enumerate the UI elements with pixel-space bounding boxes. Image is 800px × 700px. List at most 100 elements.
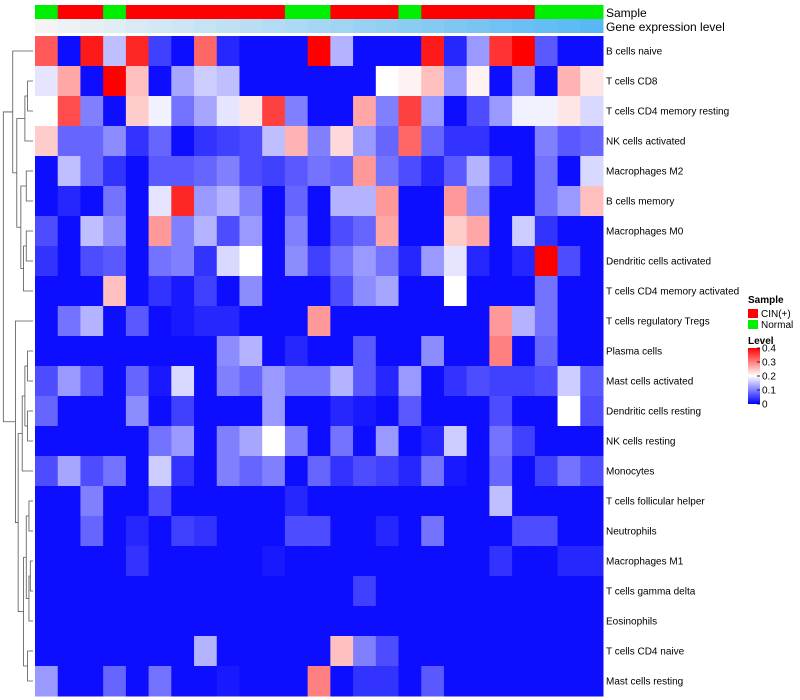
row-label: B cells memory	[606, 197, 674, 208]
heatmap-cell	[262, 156, 286, 187]
dendrogram-branch	[28, 500, 33, 532]
heatmap-cell	[353, 366, 377, 397]
sample-annotation-cell	[353, 5, 377, 19]
heatmap-cell	[307, 186, 331, 217]
heatmap-cell	[421, 186, 445, 217]
heatmap-cell	[35, 66, 59, 97]
heatmap-cell	[375, 156, 400, 187]
heatmap-cell	[557, 576, 581, 607]
heatmap-cell	[216, 216, 240, 247]
heatmap-cell	[512, 306, 536, 337]
legend-tick-label: 0.2	[762, 372, 776, 383]
heatmap-cell	[580, 366, 604, 397]
heatmap-cell	[421, 516, 445, 547]
heatmap-cell	[125, 396, 150, 427]
heatmap-cell	[125, 96, 150, 127]
heatmap-cell	[216, 336, 240, 367]
heatmap-cell	[330, 126, 354, 157]
heatmap-cell	[353, 516, 377, 547]
row-label: Dendritic cells resting	[606, 407, 701, 418]
expression-annotation-cell	[284, 19, 309, 33]
heatmap-cell	[194, 246, 218, 277]
heatmap-cell	[330, 606, 354, 637]
heatmap-cell	[194, 336, 218, 367]
heatmap-cell	[216, 246, 240, 277]
heatmap-cell	[216, 96, 240, 127]
heatmap-cell	[398, 486, 422, 517]
heatmap-cell	[35, 636, 59, 667]
heatmap-cell	[353, 276, 377, 307]
heatmap-cell	[398, 186, 422, 217]
heatmap-cell	[443, 96, 468, 127]
heatmap-cell	[443, 126, 468, 157]
heatmap-cell	[443, 666, 468, 697]
heatmap-cell	[489, 276, 513, 307]
legend-tick-label: 0.3	[762, 358, 776, 369]
dendrogram-branch	[17, 433, 24, 613]
heatmap-cell	[125, 426, 150, 457]
heatmap-cell	[171, 396, 195, 427]
heatmap-cell	[239, 426, 263, 457]
heatmap-cell	[125, 486, 150, 517]
expression-annotation-cell	[262, 19, 286, 33]
heatmap-cell	[171, 636, 195, 667]
heatmap-cell	[171, 66, 195, 97]
sample-annotation-cell	[512, 5, 536, 19]
heatmap-cell	[216, 66, 240, 97]
heatmap-cell	[534, 306, 559, 337]
row-label: Mast cells resting	[606, 677, 683, 688]
row-label: T cells follicular helper	[606, 497, 705, 508]
sample-annotation-cell	[57, 5, 81, 19]
heatmap-cell	[398, 516, 422, 547]
heatmap-cell	[512, 486, 536, 517]
heatmap-cell	[307, 36, 331, 67]
heatmap-cell	[489, 96, 513, 127]
heatmap-cell	[216, 426, 240, 457]
heatmap-cell	[489, 66, 513, 97]
heatmap-cell	[216, 396, 240, 427]
heatmap-cell	[125, 576, 150, 607]
heatmap-cell	[398, 306, 422, 337]
heatmap-cell	[512, 126, 536, 157]
expression-annotation-cell	[557, 19, 581, 33]
heatmap-cell	[398, 456, 422, 487]
heatmap-cell	[353, 186, 377, 217]
heatmap-cell	[284, 606, 309, 637]
heatmap-cell	[353, 636, 377, 667]
heatmap-cell	[171, 546, 195, 577]
heatmap-cell	[307, 126, 331, 157]
heatmap-cell	[80, 396, 104, 427]
heatmap-cell	[171, 516, 195, 547]
heatmap-cell	[57, 576, 81, 607]
heatmap-cell	[57, 336, 81, 367]
heatmap-cell	[353, 216, 377, 247]
heatmap-cell	[194, 396, 218, 427]
heatmap-cell	[148, 246, 172, 277]
heatmap-cell	[512, 426, 536, 457]
heatmap-cell	[557, 246, 581, 277]
expression-annotation-cell	[330, 19, 354, 33]
heatmap-cell	[284, 246, 309, 277]
sample-annotation-cell	[103, 5, 127, 19]
heatmap-cell	[148, 576, 172, 607]
heatmap-cell	[216, 486, 240, 517]
heatmap-cell	[353, 246, 377, 277]
heatmap-cell	[216, 126, 240, 157]
heatmap-cell	[489, 546, 513, 577]
heatmap-cell	[239, 666, 263, 697]
heatmap-cell	[148, 396, 172, 427]
heatmap-cell	[398, 636, 422, 667]
heatmap-cell	[262, 96, 286, 127]
dendrogram-branch	[25, 170, 33, 202]
expression-annotation-cell	[443, 19, 468, 33]
heatmap-cell	[375, 606, 400, 637]
heatmap-cell	[330, 306, 354, 337]
heatmap-cell	[194, 96, 218, 127]
heatmap-cell	[239, 306, 263, 337]
heatmap-cell	[125, 606, 150, 637]
heatmap-cell	[80, 96, 104, 127]
heatmap-cell	[398, 576, 422, 607]
heatmap-cell	[35, 246, 59, 277]
expression-annotation-cell	[398, 19, 422, 33]
heatmap-cell	[512, 576, 536, 607]
